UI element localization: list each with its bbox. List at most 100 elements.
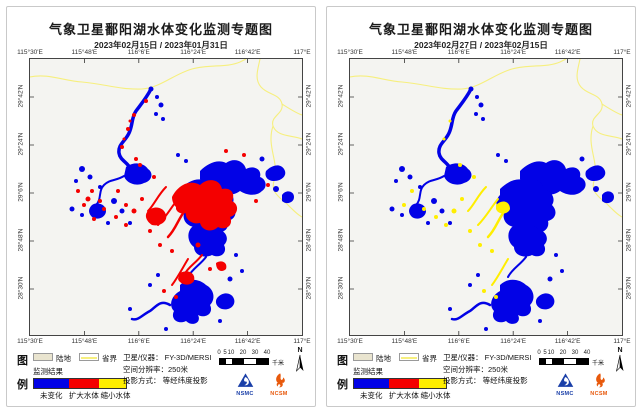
class-colorbar xyxy=(33,378,127,389)
latitude-labels-left: 29°42'N 29°24'N 29°6'N 28°48'N 28°30'N xyxy=(336,85,346,300)
class-labels: 未变化 扩大水体 缩小水体 xyxy=(353,390,451,400)
scale-bar: 0 5 10 20 30 40 千米 xyxy=(537,350,604,367)
tick-label: 116°42'E xyxy=(234,338,261,345)
tick-label: 116°6'E xyxy=(127,338,150,345)
panel-date-range: 2023年02月15日 / 2023年01月31日 xyxy=(94,40,228,50)
north-arrow: N xyxy=(614,347,626,374)
tick-label: 29°42'N xyxy=(305,84,313,108)
tick-label: 29°24'N xyxy=(625,132,633,156)
tick-label: 28°48'N xyxy=(305,228,313,252)
tick-label: 28°48'N xyxy=(17,228,25,252)
scale-bar-segments xyxy=(219,358,269,365)
tick-label: 115°30'E xyxy=(337,49,363,56)
nsmc-logo-text: NSMC xyxy=(236,391,254,397)
class-label: 缩小水体 xyxy=(100,391,131,400)
nsmc-logo: NSMC xyxy=(231,372,259,397)
colorbar-segment xyxy=(419,379,446,388)
map-panel-left: 气象卫星鄱阳湖水体变化监测专题图 2023年02月15日 / 2023年01月3… xyxy=(6,6,316,407)
tick-label: 29°6'N xyxy=(625,182,633,202)
nsmc-logo-icon xyxy=(237,373,253,387)
tick-label: 115°30'E xyxy=(17,338,43,345)
nsmc-logo-icon xyxy=(557,373,573,387)
colorbar-segment xyxy=(99,379,126,388)
scale-tick-label: 30 xyxy=(571,350,579,356)
scale-tick-label: 20 xyxy=(239,350,247,356)
tick-label: 116°42'E xyxy=(554,338,581,345)
boundary-line-sample xyxy=(81,357,97,359)
ncsm-logo: NCSM xyxy=(585,372,613,397)
scale-tick-label: 5 xyxy=(223,350,227,356)
tick-label: 116°24'E xyxy=(500,49,527,56)
nsmc-logo: NSMC xyxy=(551,372,579,397)
scale-bar-numbers: 0 5 10 20 30 40 xyxy=(217,350,270,356)
land-label: 陆地 xyxy=(376,354,391,363)
north-label: N xyxy=(297,347,303,354)
tick-label: 29°6'N xyxy=(17,182,25,202)
colorbar-segment xyxy=(354,379,389,388)
north-label: N xyxy=(617,347,623,354)
tick-label: 29°24'N xyxy=(305,132,313,156)
resolution-line: 空间分辨率：250米 xyxy=(123,364,189,374)
resolution-line: 空间分辨率：250米 xyxy=(443,364,509,374)
nsmc-logo-text: NSMC xyxy=(556,391,574,397)
legend-block: 图 例 陆地 省界 监测结果 未变化 扩大水体 缩小水体 卫星/仪器： FY-3D/… xyxy=(331,347,631,403)
scale-tick-label: 10 xyxy=(547,350,555,356)
class-label: 扩大水体 xyxy=(388,391,419,400)
tick-label: 28°30'N xyxy=(305,276,313,300)
map-frame-ticks xyxy=(30,59,302,335)
map-canvas xyxy=(29,58,303,336)
legend-char-bottom: 例 xyxy=(337,379,348,391)
boundary-swatch xyxy=(399,353,419,361)
north-arrow-icon xyxy=(296,354,304,372)
tick-label: 116°24'E xyxy=(500,338,527,345)
scale-tick-label: 10 xyxy=(227,350,235,356)
tick-label: 29°6'N xyxy=(305,182,313,202)
panel-title: 气象卫星鄱阳湖水体变化监测专题图 xyxy=(48,22,273,37)
boundary-label: 省界 xyxy=(102,354,117,363)
scale-tick-label: 40 xyxy=(263,350,271,356)
tick-label: 28°30'N xyxy=(17,276,25,300)
tick-label: 116°6'E xyxy=(447,338,470,345)
result-label: 监测结果 xyxy=(33,367,63,376)
scale-bar-segments xyxy=(539,358,589,365)
legend-char-bottom: 例 xyxy=(17,379,28,391)
scale-tick-label: 0 xyxy=(217,350,221,356)
province-boundary-line xyxy=(30,59,302,218)
colorbar-segment xyxy=(34,379,69,388)
tick-label: 116°6'E xyxy=(447,49,470,56)
land-label: 陆地 xyxy=(56,354,71,363)
tick-label: 116°42'E xyxy=(554,49,581,56)
panel-date-range: 2023年02月27日 / 2023年02月15日 xyxy=(414,40,548,50)
scale-tick-label: 5 xyxy=(543,350,547,356)
class-label: 未变化 xyxy=(39,391,63,400)
legend-block: 图 例 陆地 省界 监测结果 未变化 扩大水体 缩小水体 卫星/仪器： FY-3D/… xyxy=(11,347,311,403)
north-arrow: N xyxy=(294,347,306,374)
boundary-label: 省界 xyxy=(422,354,437,363)
latitude-labels-right: 29°42'N 29°24'N 29°6'N 28°48'N 28°30'N xyxy=(624,85,634,300)
ncsm-logo-text: NCSM xyxy=(590,391,608,397)
tick-label: 29°24'N xyxy=(337,132,345,156)
result-label: 监测结果 xyxy=(353,367,383,376)
tick-label: 117°E xyxy=(293,49,311,56)
satellite-info: 卫星/仪器： FY-3D/MERSI 空间分辨率：250米 投影方式： 等经纬度… xyxy=(443,352,543,387)
class-colorbar xyxy=(353,378,447,389)
tick-label: 28°48'N xyxy=(625,228,633,252)
legend-char-top: 图 xyxy=(337,355,348,367)
ncsm-logo-icon xyxy=(275,373,285,388)
panel-title: 气象卫星鄱阳湖水体变化监测专题图 xyxy=(368,22,593,37)
scale-bar-numbers: 0 5 10 20 30 40 xyxy=(537,350,590,356)
tick-label: 29°42'N xyxy=(337,84,345,108)
class-labels: 未变化 扩大水体 缩小水体 xyxy=(33,390,131,400)
tick-label: 115°30'E xyxy=(17,49,43,56)
north-arrow-icon xyxy=(616,354,624,372)
satellite-info: 卫星/仪器： FY-3D/MERSI 空间分辨率：250米 投影方式： 等经纬度… xyxy=(123,352,223,387)
tick-label: 117°E xyxy=(293,338,311,345)
scale-bar-unit: 千米 xyxy=(272,361,285,367)
tick-label: 29°6'N xyxy=(337,182,345,202)
tick-label: 115°48'E xyxy=(71,338,98,345)
tick-label: 116°6'E xyxy=(127,49,150,56)
map-panel-right: 气象卫星鄱阳湖水体变化监测专题图 2023年02月27日 / 2023年02月1… xyxy=(326,6,636,407)
water-change-layer xyxy=(75,98,271,301)
scale-tick-label: 0 xyxy=(537,350,541,356)
